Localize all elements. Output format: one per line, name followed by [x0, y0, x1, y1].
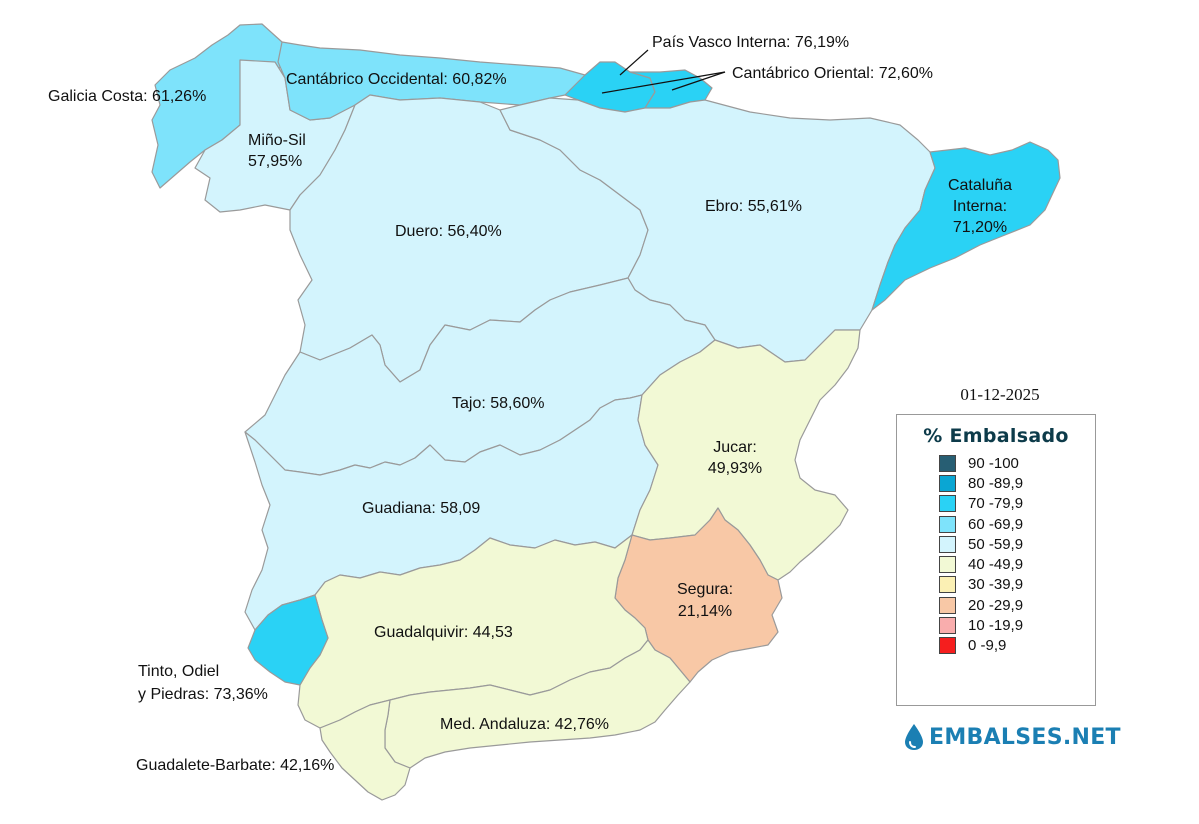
legend-label: 20 -29,9 [968, 596, 1024, 614]
legend-swatch [939, 454, 956, 472]
map-date: 01-12-2025 [960, 385, 1040, 404]
brand-name: EMBALSES.NET [929, 724, 1121, 750]
legend-label: 10 -19,9 [968, 617, 1024, 635]
legend-rows: 90 -100 80 -89,9 70 -79,9 60 -69,9 50 -59,9 4… [897, 453, 1095, 656]
basin-mediterranea-andaluza [384, 639, 691, 769]
label-segura-name: Segura: [677, 581, 733, 598]
legend-item: 80 -89,9 [897, 473, 1095, 493]
label-mediterranea-andaluza: Med. Andaluza: 42,76% [440, 716, 609, 733]
legend-swatch [939, 515, 956, 533]
legend-swatch [939, 474, 956, 492]
basin-guadalete-barbate [319, 699, 411, 801]
legend-swatch [939, 495, 956, 513]
leader-cantabrico-oriental-1 [601, 71, 726, 94]
label-tinto-line1: Tinto, Odiel [138, 663, 219, 680]
basin-cataluna-interna [871, 141, 1061, 311]
label-tajo: Tajo: 58,60% [452, 395, 545, 412]
label-duero: Duero: 56,40% [395, 223, 502, 240]
legend-label: 30 -39,9 [968, 576, 1024, 594]
label-cantabrico-occidental: Cantábrico Occidental: 60,82% [286, 71, 507, 88]
legend-item: 40 -49,9 [897, 554, 1095, 574]
label-mino-sil-name: Miño-Sil [248, 132, 306, 149]
legend-label: 80 -89,9 [968, 474, 1024, 492]
legend-label: 50 -59,9 [968, 535, 1024, 553]
label-pais-vasco-interna: País Vasco Interna: 76,19% [652, 34, 849, 51]
label-tinto-line2: y Piedras: 73,36% [138, 686, 268, 703]
legend: % Embalsado 90 -100 80 -89,9 70 -79,9 60 -6… [896, 414, 1096, 706]
legend-item: 50 -59,9 [897, 534, 1095, 554]
label-galicia-costa: Galicia Costa: 61,26% [48, 88, 206, 105]
legend-label: 40 -49,9 [968, 556, 1024, 574]
legend-item: 70 -79,9 [897, 494, 1095, 514]
legend-swatch [939, 617, 956, 635]
label-ebro: Ebro: 55,61% [705, 198, 802, 215]
legend-label: 90 -100 [968, 454, 1019, 472]
leader-cantabrico-oriental-2 [671, 71, 726, 91]
legend-swatch [939, 535, 956, 553]
label-segura-value: 21,14% [678, 603, 732, 620]
label-cataluna-line2: Interna: [953, 198, 1007, 215]
label-cataluna-line1: Cataluña [948, 177, 1012, 194]
legend-label: 70 -79,9 [968, 495, 1024, 513]
legend-item: 60 -69,9 [897, 514, 1095, 534]
legend-label: 60 -69,9 [968, 515, 1024, 533]
label-cantabrico-oriental: Cantábrico Oriental: 72,60% [732, 65, 933, 82]
label-mino-sil-value: 57,95% [248, 153, 302, 170]
label-guadalquivir: Guadalquivir: 44,53 [374, 624, 513, 641]
label-jucar-value: 49,93% [708, 460, 762, 477]
label-guadalete-barbate: Guadalete-Barbate: 42,16% [136, 757, 334, 774]
legend-swatch [939, 596, 956, 614]
legend-item: 20 -29,9 [897, 595, 1095, 615]
legend-label: 0 -9,9 [968, 637, 1007, 655]
water-drop-icon [905, 724, 923, 750]
legend-item: 10 -19,9 [897, 615, 1095, 635]
legend-item: 0 -9,9 [897, 636, 1095, 656]
legend-swatch [939, 556, 956, 574]
legend-swatch [939, 576, 956, 594]
brand-logo: EMBALSES.NET [903, 720, 1121, 754]
leader-pais-vasco [619, 49, 649, 76]
label-guadiana: Guadiana: 58,09 [362, 500, 480, 517]
legend-item: 30 -39,9 [897, 575, 1095, 595]
legend-item: 90 -100 [897, 453, 1095, 473]
label-cataluna-value: 71,20% [953, 219, 1007, 236]
legend-swatch [939, 637, 956, 655]
basin-tinto-odiel-piedras [247, 594, 329, 686]
label-jucar-name: Jucar: [713, 439, 757, 456]
legend-title: % Embalsado [923, 425, 1069, 447]
